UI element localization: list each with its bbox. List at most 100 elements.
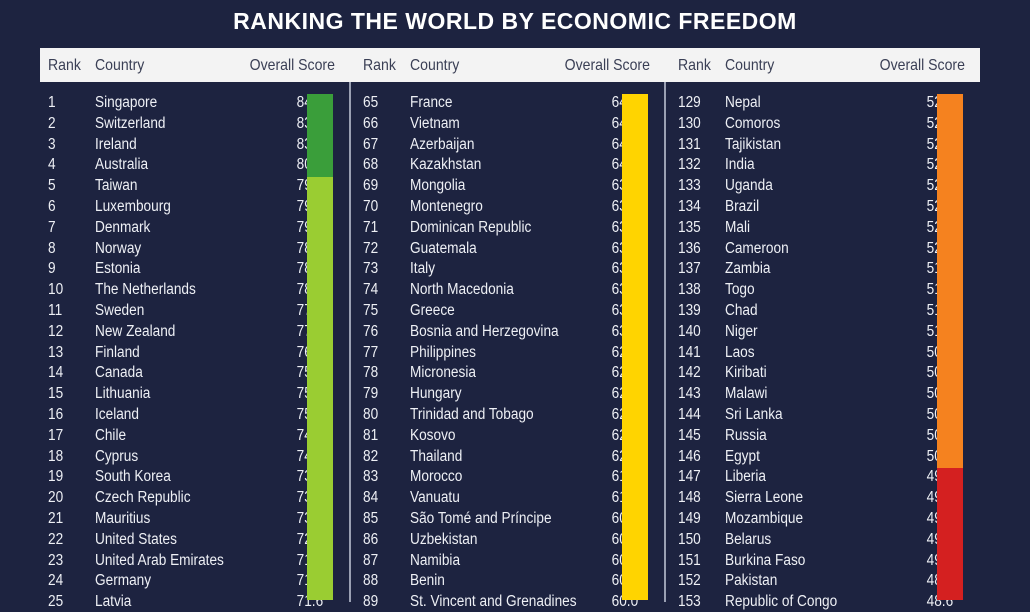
rank-cell: 82 — [363, 447, 379, 465]
country-cell: Zambia — [725, 260, 771, 278]
rank-cell: 150 — [678, 530, 701, 548]
country-cell: Kiribati — [725, 364, 767, 382]
country-cell: Luxembourg — [95, 198, 171, 215]
rank-cell: 136 — [678, 239, 701, 257]
header-score: Overall Score — [249, 57, 335, 74]
country-cell: United States — [95, 530, 177, 548]
rank-cell: 68 — [363, 156, 379, 174]
table-row: 83Morocco61.8 — [363, 466, 643, 487]
rank-cell: 133 — [678, 177, 701, 195]
rank-cell: 20 — [48, 489, 64, 507]
rank-cell: 66 — [363, 114, 379, 132]
table-row: 136Cameroon52.0 — [678, 238, 958, 259]
rank-cell: 19 — [48, 468, 64, 486]
country-cell: Mali — [725, 218, 751, 236]
country-cell: Czech Republic — [95, 489, 191, 507]
rank-cell: 23 — [48, 551, 64, 569]
country-cell: Canada — [95, 364, 143, 382]
country-cell: Russia — [725, 426, 767, 444]
country-cell: The Netherlands — [95, 281, 196, 299]
rank-cell: 71 — [363, 218, 379, 236]
country-cell: Namibia — [410, 551, 461, 569]
table-row: 4Australia80.1 — [48, 154, 328, 175]
rank-cell: 75 — [363, 302, 379, 319]
rank-cell: 86 — [363, 530, 379, 548]
table-row: 68Kazakhstan64.2 — [363, 154, 643, 175]
table-row: 67Azerbaijan64.3 — [363, 134, 643, 155]
table-row: 66Vietnam64.4 — [363, 113, 643, 134]
rank-cell: 3 — [48, 135, 56, 153]
country-cell: Germany — [95, 572, 152, 590]
rank-cell: 137 — [678, 260, 701, 278]
score-band-bar — [307, 177, 333, 600]
table-row: 15Lithuania75.3 — [48, 383, 328, 404]
country-cell: Kazakhstan — [410, 156, 482, 174]
rank-cell: 14 — [48, 364, 64, 382]
table-row: 86Uzbekistan60.3 — [363, 529, 643, 550]
country-cell: Sierra Leone — [725, 489, 804, 507]
table-row: 142Kiribati50.8 — [678, 362, 958, 383]
score-band-bar — [937, 94, 963, 469]
country-cell: Niger — [725, 322, 758, 340]
country-cell: Liberia — [725, 468, 766, 486]
country-cell: Comoros — [725, 114, 781, 132]
rank-cell: 18 — [48, 447, 64, 465]
country-cell: South Korea — [95, 468, 171, 486]
table-row: 18Cyprus74.1 — [48, 446, 328, 467]
country-cell: Estonia — [95, 260, 141, 278]
country-cell: Mauritius — [95, 510, 151, 527]
country-cell: Cyprus — [95, 447, 139, 465]
country-cell: Laos — [725, 343, 755, 361]
country-cell: Kosovo — [410, 426, 456, 444]
rank-cell: 5 — [48, 177, 56, 195]
table-row: 17Chile74.3 — [48, 425, 328, 446]
country-cell: Lithuania — [95, 385, 151, 403]
rank-cell: 69 — [363, 177, 379, 195]
country-cell: Taiwan — [95, 177, 138, 195]
header-score: Overall Score — [564, 57, 650, 74]
table-row: 9Estonia78.7 — [48, 258, 328, 279]
country-cell: Togo — [725, 281, 755, 299]
rank-cell: 67 — [363, 135, 379, 153]
rank-cell: 84 — [363, 489, 379, 507]
country-cell: New Zealand — [95, 322, 176, 340]
rank-cell: 153 — [678, 593, 701, 611]
table-row: 138Togo51.6 — [678, 279, 958, 300]
rank-cell: 25 — [48, 593, 64, 611]
table-row: 141Laos50.9 — [678, 342, 958, 363]
table-row: 149Mozambique49.6 — [678, 508, 958, 529]
country-cell: Benin — [410, 572, 445, 590]
country-cell: Azerbaijan — [410, 135, 475, 153]
rank-cell: 2 — [48, 114, 56, 132]
table-row: 73Italy63.3 — [363, 258, 643, 279]
rank-cell: 15 — [48, 385, 64, 403]
rank-cell: 135 — [678, 218, 701, 236]
table-row: 137Zambia51.9 — [678, 258, 958, 279]
header-rank: Rank — [363, 57, 396, 74]
table-row: 130Comoros52.7 — [678, 113, 958, 134]
table-row: 150Belarus49.1 — [678, 529, 958, 550]
table-row: 82Thailand62.2 — [363, 446, 643, 467]
country-cell: United Arab Emirates — [95, 551, 224, 569]
country-cell: Pakistan — [725, 572, 778, 590]
table-row: 6Luxembourg79.7 — [48, 196, 328, 217]
rank-cell: 79 — [363, 385, 379, 403]
country-cell: Hungary — [410, 385, 462, 403]
table-row: 75Greece63.2 — [363, 300, 643, 321]
rank-cell: 88 — [363, 572, 379, 590]
table-row: 131Tajikistan52.5 — [678, 134, 958, 155]
country-cell: Trinidad and Tobago — [410, 406, 534, 423]
table-row: 3Ireland83.3 — [48, 134, 328, 155]
country-cell: Republic of Congo — [725, 593, 838, 611]
score-band-bar — [307, 94, 333, 178]
rank-cell: 77 — [363, 343, 379, 361]
rank-cell: 152 — [678, 572, 701, 590]
country-cell: Denmark — [95, 218, 151, 236]
rank-cell: 24 — [48, 572, 64, 590]
table-row: 72Guatemala63.5 — [363, 238, 643, 259]
rank-cell: 148 — [678, 489, 701, 507]
